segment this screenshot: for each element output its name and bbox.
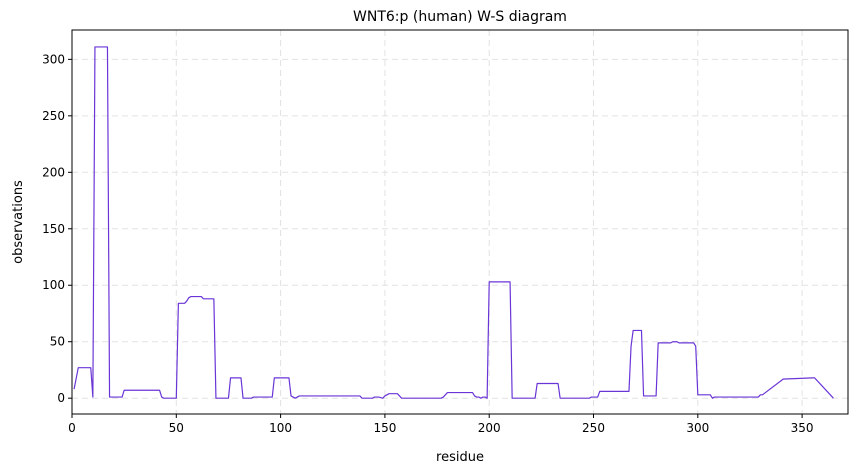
y-tick-label: 50	[50, 335, 65, 349]
x-tick-label: 300	[686, 421, 709, 435]
x-tick-label: 100	[269, 421, 292, 435]
x-tick-label: 350	[791, 421, 814, 435]
plot-frame	[71, 29, 849, 415]
y-tick-label: 250	[42, 109, 65, 123]
x-tick-label: 50	[169, 421, 184, 435]
series-line-group	[73, 46, 834, 399]
x-axis-ticks: 0 50 100 150 200 250 300 350	[68, 414, 814, 435]
x-tick-label: 250	[582, 421, 605, 435]
x-axis-label: residue	[436, 450, 484, 465]
y-tick-label: 150	[42, 222, 65, 236]
x-tick-label: 200	[478, 421, 501, 435]
chart-title: WNT6:p (human) W-S diagram	[353, 9, 567, 25]
y-tick-label: 300	[42, 52, 65, 66]
grid-lines	[71, 30, 848, 414]
x-tick-label: 0	[68, 421, 76, 435]
series-line	[73, 46, 834, 399]
y-axis-label: observations	[11, 180, 26, 264]
y-tick-label: 0	[57, 391, 65, 405]
y-tick-label: 100	[42, 278, 65, 292]
x-tick-label: 150	[373, 421, 396, 435]
y-axis-ticks: 0 50 100 150 200 250 300	[42, 52, 72, 405]
y-tick-label: 200	[42, 165, 65, 179]
